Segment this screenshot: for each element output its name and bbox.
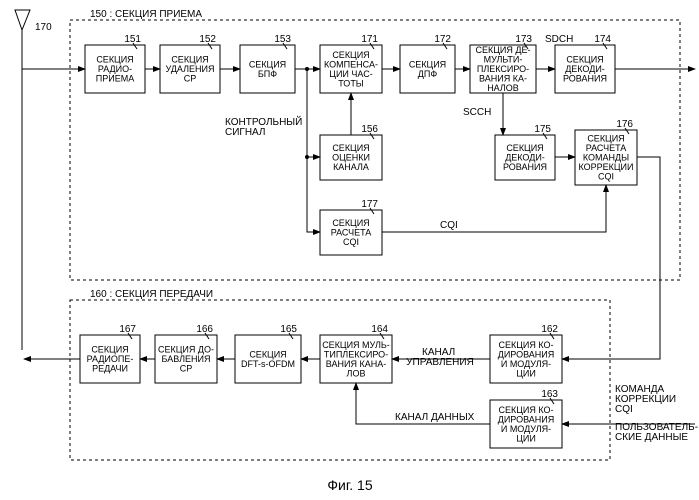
block-166: 166СЕКЦИЯ ДО-БАВЛЕНИЯCP [155, 324, 217, 383]
control-signal-label: КОНТРОЛЬНЫЙ СИГНАЛ [225, 115, 305, 138]
antenna-id: 170 [35, 22, 52, 33]
block-152: 152СЕКЦИЯУДАЛЕНИЯCP [160, 34, 220, 93]
block-label-175: СЕКЦИЯДЕКОДИ-РОВАНИЯ [503, 143, 547, 172]
block-172: 172СЕКЦИЯДПФ [400, 34, 455, 93]
block-171: 171СЕКЦИЯКОМПЕНСА-ЦИИ ЧАС-ТОТЫ [320, 34, 382, 93]
control-channel-label: КАНАЛ УПРАВЛЕНИЯ [406, 347, 474, 368]
block-label-174: СЕКЦИЯДЕКОДИ-РОВАНИЯ [563, 55, 607, 84]
block-163: 163СЕКЦИЯ КО-ДИРОВАНИЯИ МОДУЛЯ-ЦИИ [490, 389, 562, 448]
block-151: 151СЕКЦИЯРАДИО-ПРИЕМА [85, 34, 145, 93]
figure-label: Фиг. 15 [327, 477, 372, 493]
sdch-label: SDCH [545, 34, 573, 45]
antenna-icon [15, 10, 30, 350]
block-165: 165СЕКЦИЯDFT-s-OFDM [235, 324, 301, 383]
user-data-label: ПОЛЬЗОВАТЕЛЬ- СКИЕ ДАННЫЕ [615, 422, 699, 443]
block-173: 173СЕКЦИЯ ДЕ-МУЛЬТИ-ПЛЕКСИРО-ВАНИЯ КА-НА… [470, 34, 536, 93]
block-162: 162СЕКЦИЯ КО-ДИРОВАНИЯИ МОДУЛЯ-ЦИИ [490, 324, 562, 383]
block-177: 177СЕКЦИЯРАСЧЕТАCQI [320, 199, 382, 255]
block-label-156: СЕКЦИЯОЦЕНКИКАНАЛА [332, 143, 370, 172]
rx-section-id: 150 : СЕКЦИЯ ПРИЕМА [90, 9, 202, 20]
block-label-167: СЕКЦИЯРАДИОПЕ-РЕДАЧИ [87, 345, 134, 374]
block-164: 164СЕКЦИЯ МУЛЬ-ТИПЛЕКСИРО-ВАНИЯ КАНА-ЛОВ [320, 324, 392, 383]
block-175: 175СЕКЦИЯДЕКОДИ-РОВАНИЯ [495, 124, 555, 180]
scch-label: SCCH [463, 107, 491, 118]
cqi-label: CQI [440, 220, 458, 231]
data-channel-label: КАНАЛ ДАННЫХ [395, 412, 475, 423]
block-label-151: СЕКЦИЯРАДИО-ПРИЕМА [96, 55, 134, 84]
block-153: 153СЕКЦИЯБПФ [240, 34, 295, 93]
block-176: 176СЕКЦИЯРАСЧЕТАКОМАНДЫКОРРЕКЦИИCQI [575, 119, 637, 185]
tx-section-id: 160 : СЕКЦИЯ ПЕРЕДАЧИ [90, 289, 213, 300]
block-167: 167СЕКЦИЯРАДИОПЕ-РЕДАЧИ [80, 324, 140, 383]
cqi-cmd-label: КОМАНДА КОРРЕКЦИИ CQI [615, 384, 679, 415]
